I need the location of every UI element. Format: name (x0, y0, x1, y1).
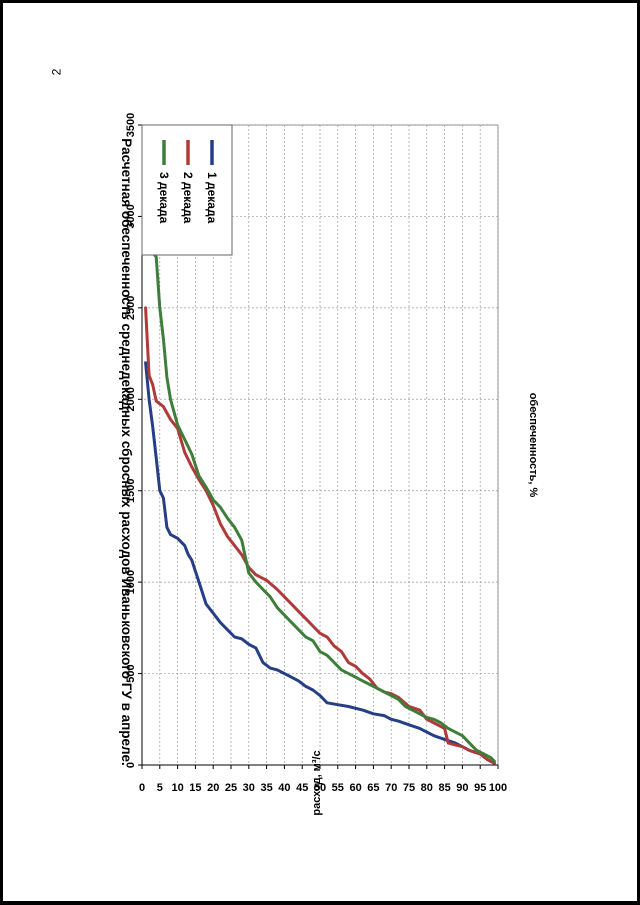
legend: 1 декада 2 декада 3 декада (141, 124, 233, 256)
x-tick-label-55: 55 (332, 782, 344, 794)
x-axis-label: обеспеченность, % (527, 393, 539, 498)
x-tick-label-65: 65 (367, 782, 379, 794)
x-tick-label-10: 10 (171, 782, 183, 794)
y-tick-label-500: 500 (125, 664, 137, 682)
x-tick-labels: 0 5 10 15 20 25 30 35 40 45 50 55 60 65 70 75 80 85 90 95 10… (139, 782, 507, 794)
y-tick-label-0: 0 (125, 762, 137, 768)
x-tick-label-25: 25 (225, 782, 237, 794)
x-tick-label-95: 95 (474, 782, 486, 794)
y-axis-label: расход, м³/с (311, 750, 323, 815)
series-line-3 (144, 229, 496, 763)
x-tick-label-85: 85 (438, 782, 450, 794)
x-tick-label-30: 30 (243, 782, 255, 794)
y-tick-label-2000: 2000 (125, 387, 137, 411)
y-tick-label-2500: 2500 (125, 296, 137, 320)
x-tick-label-75: 75 (403, 782, 415, 794)
y-tick-label-1500: 1500 (125, 478, 137, 502)
y-tick-labels: 0 500 1000 1500 2000 2500 3000 3500 (125, 113, 137, 768)
x-tick-label-45: 45 (296, 782, 308, 794)
x-tick-label-15: 15 (189, 782, 201, 794)
x-tick-label-100: 100 (489, 782, 507, 794)
series-lines (144, 229, 496, 765)
series-line-1 (144, 361, 496, 765)
chart-title: Расчетная обеспеченность среднедекадных … (119, 138, 134, 765)
x-tick-label-40: 40 (278, 782, 290, 794)
legend-label-3: 3 декада (157, 172, 171, 224)
x-tick-label-5: 5 (157, 782, 163, 794)
x-tick-label-50: 50 (314, 782, 326, 794)
x-tick-label-90: 90 (456, 782, 468, 794)
x-tick-label-0: 0 (139, 782, 145, 794)
x-tick-label-60: 60 (349, 782, 361, 794)
x-tick-label-35: 35 (260, 782, 272, 794)
legend-label-1: 1 декада (205, 172, 219, 224)
y-tick-label-3500: 3500 (125, 113, 137, 137)
x-tick-label-20: 20 (207, 782, 219, 794)
y-tick-label-3000: 3000 (125, 204, 137, 228)
x-tick-label-80: 80 (421, 782, 433, 794)
y-tick-label-1000: 1000 (125, 570, 137, 594)
legend-label-2: 2 декада (181, 172, 195, 224)
series-line-2 (144, 306, 496, 765)
x-tick-label-70: 70 (385, 782, 397, 794)
